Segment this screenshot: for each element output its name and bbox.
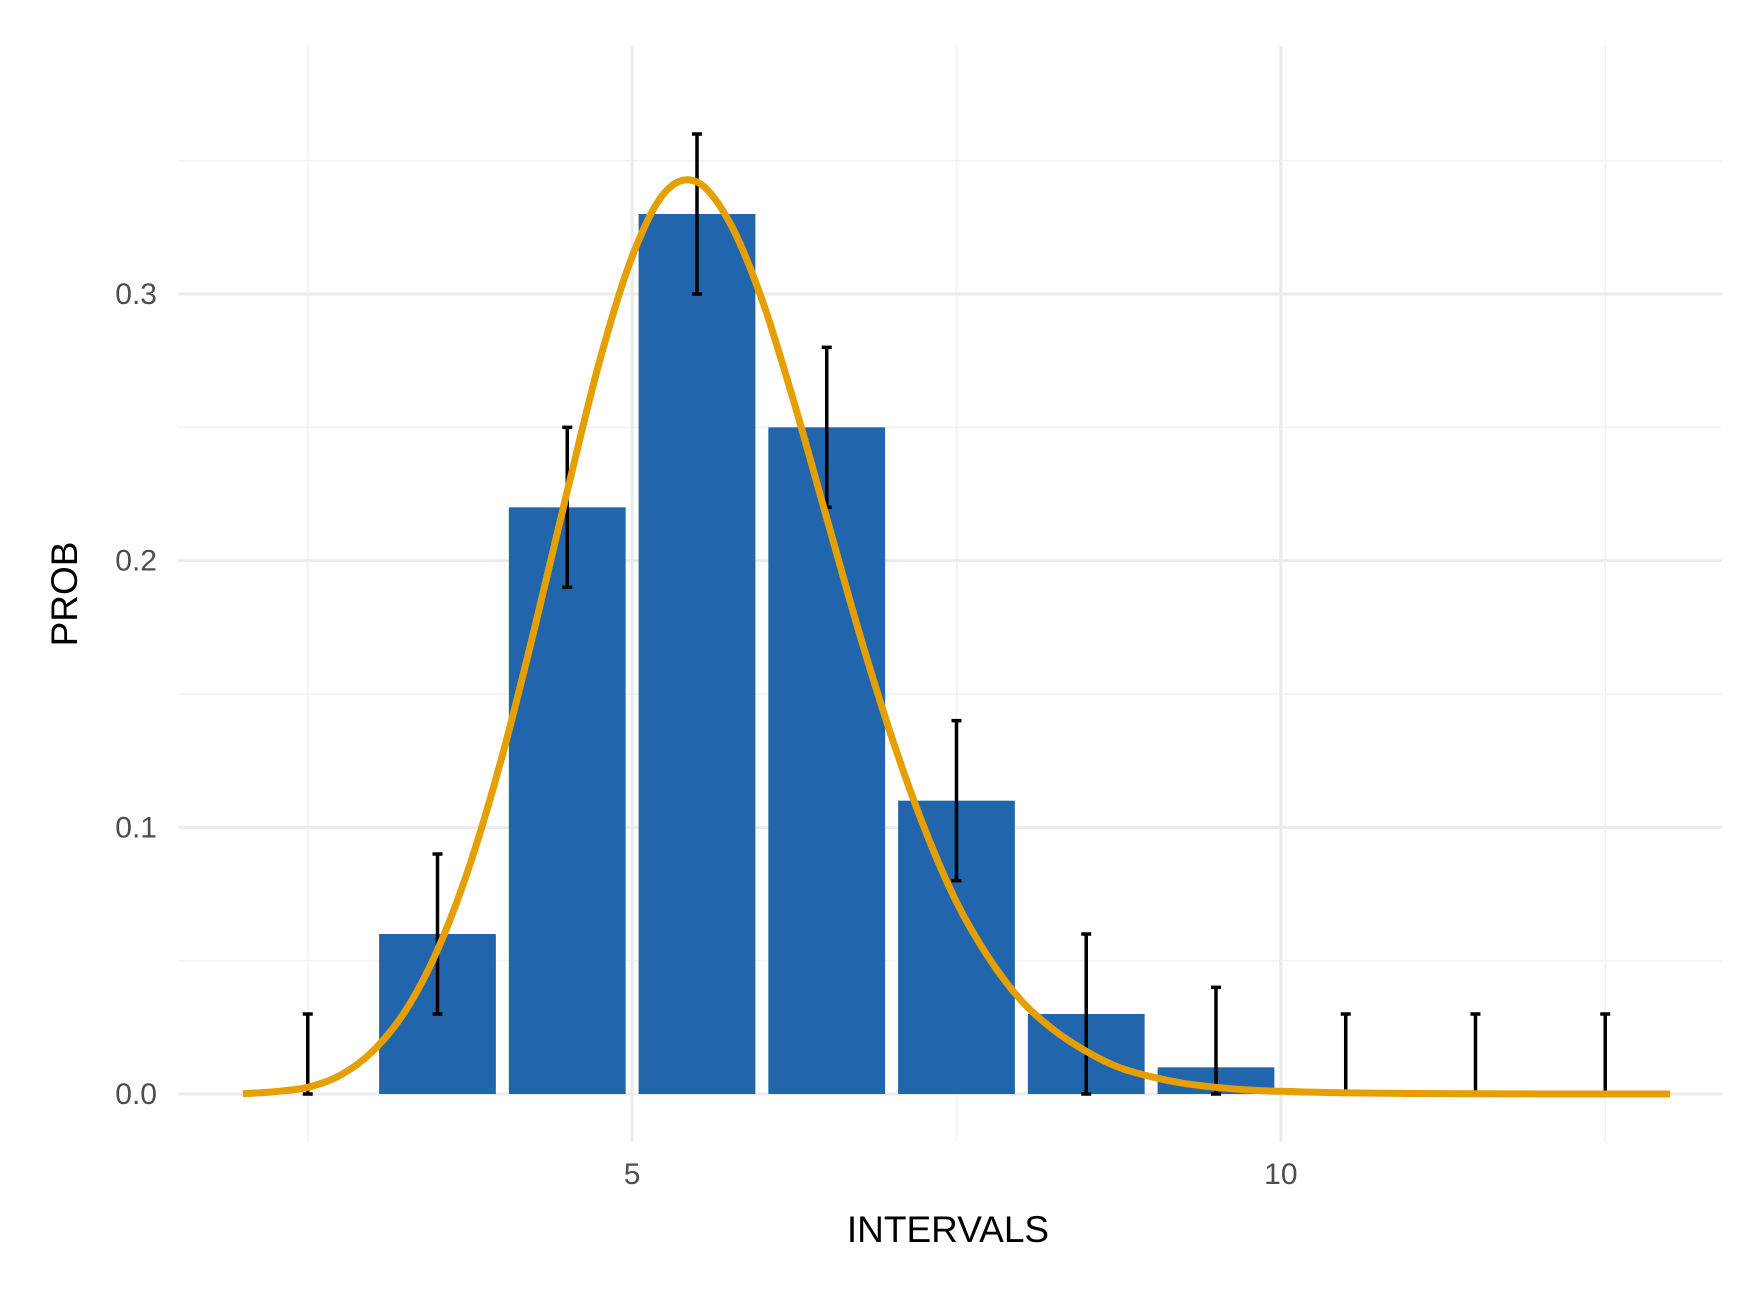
error-bar-0: [302, 1012, 313, 1096]
error-bar-6: [1081, 932, 1092, 1096]
y-tick-labels: 0.0 0.1 0.2 0.3: [115, 278, 157, 1111]
error-bar-8: [1340, 1012, 1351, 1096]
y-axis-title: PROB: [44, 542, 85, 647]
x-axis-title: INTERVALS: [847, 1209, 1049, 1250]
y-tick-label-1: 0.1: [115, 811, 157, 844]
error-bar-3: [691, 132, 702, 296]
x-tick-label-1: 10: [1264, 1158, 1297, 1191]
bar-2: [508, 507, 626, 1094]
bar-4: [768, 427, 886, 1094]
x-tick-labels: 5 10: [624, 1158, 1298, 1191]
error-bar-10: [1600, 1012, 1611, 1096]
density-curve-group: [242, 176, 1671, 1098]
error-bar-1: [432, 852, 443, 1016]
bar-series: [379, 214, 1275, 1094]
error-bar-7: [1210, 985, 1221, 1096]
error-bar-9: [1470, 1012, 1481, 1096]
y-tick-label-0: 0.0: [115, 1078, 157, 1111]
density-curve: [242, 176, 1671, 1098]
y-tick-label-3: 0.3: [115, 278, 157, 311]
error-bar-5: [951, 718, 962, 883]
y-tick-label-2: 0.2: [115, 545, 157, 578]
x-tick-label-0: 5: [624, 1158, 641, 1191]
error-bar-2: [562, 425, 573, 590]
bar-3: [638, 214, 756, 1094]
